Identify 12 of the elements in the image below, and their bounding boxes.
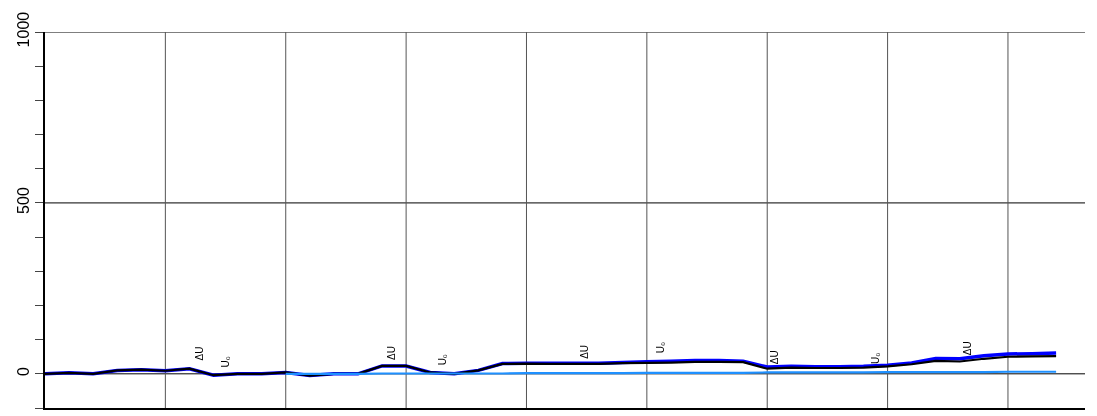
annotation: ΔU <box>961 341 973 356</box>
annotation: U₀ <box>870 352 882 364</box>
annotation: U₀ <box>437 353 449 366</box>
annotation: ΔU <box>193 346 205 361</box>
annotation: ΔU <box>386 346 398 360</box>
y-tick-label: 500 <box>14 187 32 214</box>
annotation: ΔU <box>578 344 590 359</box>
annotation: U₀ <box>654 341 666 354</box>
annotation: U₀ <box>219 356 231 368</box>
y-tick-label: 1000 <box>14 11 32 48</box>
annotation: ΔU <box>768 350 780 365</box>
y-tick-label: 0 <box>14 366 32 376</box>
